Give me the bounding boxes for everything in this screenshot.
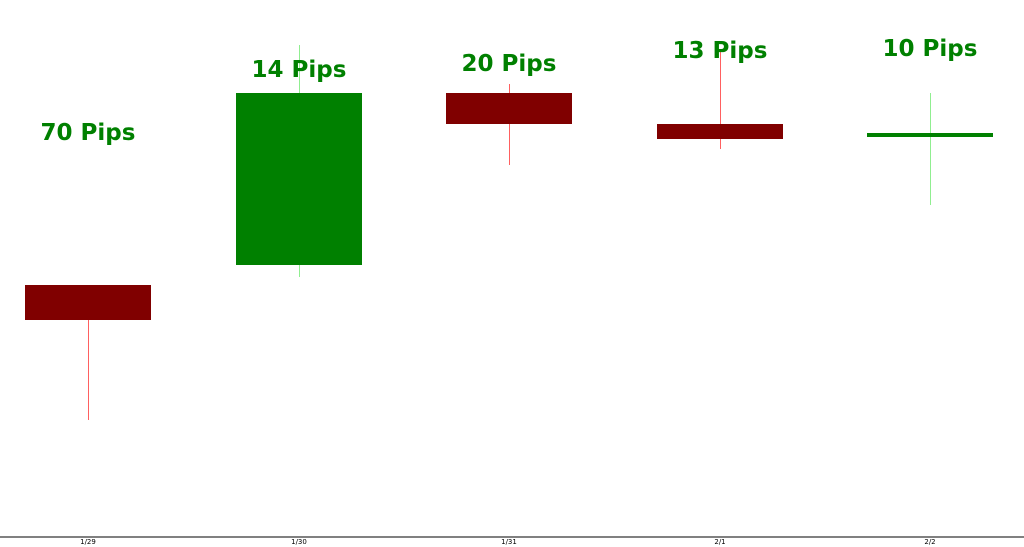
candle-body [25,285,151,320]
candle-body [446,93,572,124]
pip-label: 20 Pips [462,51,557,77]
x-tick-label: 1/31 [501,538,517,546]
x-tick-label: 1/30 [291,538,307,546]
pip-label: 70 Pips [41,120,136,146]
candle-body [657,124,783,139]
pip-label: 14 Pips [252,57,347,83]
pip-label: 13 Pips [673,38,768,64]
x-tick-label: 2/2 [924,538,935,546]
candle-body [236,93,362,265]
x-tick-label: 2/1 [714,538,725,546]
candle-body [867,133,993,137]
x-tick-label: 1/29 [80,538,96,546]
pip-label: 10 Pips [883,36,978,62]
